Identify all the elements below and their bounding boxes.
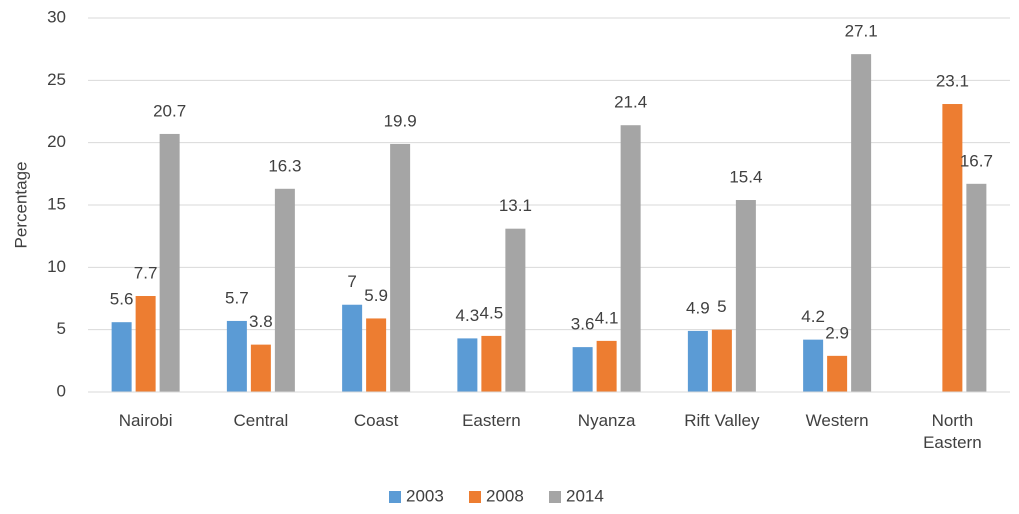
data-label: 4.3 xyxy=(456,306,480,325)
data-label: 3.6 xyxy=(571,315,595,334)
x-tick-label: Rift Valley xyxy=(684,411,760,430)
data-label: 20.7 xyxy=(153,101,186,120)
bar xyxy=(342,304,363,392)
data-label: 27.1 xyxy=(845,22,878,41)
bar xyxy=(687,330,708,392)
x-tick-label: Central xyxy=(233,411,289,430)
bar xyxy=(735,200,756,392)
y-tick-label: 5 xyxy=(57,319,66,338)
bar xyxy=(572,347,593,392)
data-label: 7.7 xyxy=(134,263,158,282)
bar xyxy=(366,318,387,392)
x-tick-label: Nairobi xyxy=(118,411,173,430)
y-tick-label: 15 xyxy=(47,194,66,213)
bar xyxy=(135,296,156,392)
x-tick-label: Western xyxy=(805,411,869,430)
data-label: 2.9 xyxy=(825,323,849,342)
data-label: 15.4 xyxy=(729,167,762,186)
legend-swatch xyxy=(389,491,401,503)
bar xyxy=(111,322,132,392)
data-label: 5.6 xyxy=(110,290,134,309)
bar xyxy=(505,228,526,392)
y-tick-label: 20 xyxy=(47,132,66,151)
bar xyxy=(942,104,963,393)
legend-swatch xyxy=(469,491,481,503)
bar xyxy=(966,183,987,392)
data-label: 7 xyxy=(347,272,356,291)
bar xyxy=(827,355,848,392)
bar xyxy=(596,340,617,392)
bar xyxy=(226,320,247,392)
data-label: 19.9 xyxy=(384,111,417,130)
y-tick-label: 0 xyxy=(57,381,66,400)
bar xyxy=(250,344,271,392)
x-tick-label: Nyanza xyxy=(577,411,636,430)
data-label: 4.9 xyxy=(686,298,710,317)
legend-swatch xyxy=(549,491,561,503)
data-label: 23.1 xyxy=(936,72,969,91)
legend-label: 2003 xyxy=(406,486,444,505)
legend-label: 2008 xyxy=(486,486,524,505)
bar xyxy=(390,143,411,392)
bar xyxy=(851,54,872,393)
data-label: 16.7 xyxy=(960,151,993,170)
x-tick-label: Coast xyxy=(353,411,399,430)
data-label: 5.7 xyxy=(225,288,249,307)
bar xyxy=(274,188,295,392)
bar xyxy=(803,339,824,392)
y-tick-label: 25 xyxy=(47,70,66,89)
bar xyxy=(620,125,641,393)
bar xyxy=(159,133,180,392)
y-tick-label: 10 xyxy=(47,257,66,276)
bar xyxy=(457,338,478,392)
data-label: 5 xyxy=(717,297,726,316)
data-label: 13.1 xyxy=(499,196,532,215)
bar xyxy=(481,335,502,392)
y-tick-label: 30 xyxy=(47,7,66,26)
y-axis-label: Percentage xyxy=(11,162,30,249)
data-label: 4.2 xyxy=(801,307,825,326)
data-label: 16.3 xyxy=(268,156,301,175)
data-label: 21.4 xyxy=(614,93,647,112)
data-label: 4.5 xyxy=(480,303,504,322)
data-label: 4.1 xyxy=(595,308,619,327)
x-tick-label: North Eastern xyxy=(923,411,982,452)
x-tick-label: Eastern xyxy=(462,411,521,430)
legend-label: 2014 xyxy=(566,486,604,505)
data-label: 5.9 xyxy=(364,286,388,305)
data-label: 3.8 xyxy=(249,312,273,331)
bar xyxy=(711,329,732,392)
